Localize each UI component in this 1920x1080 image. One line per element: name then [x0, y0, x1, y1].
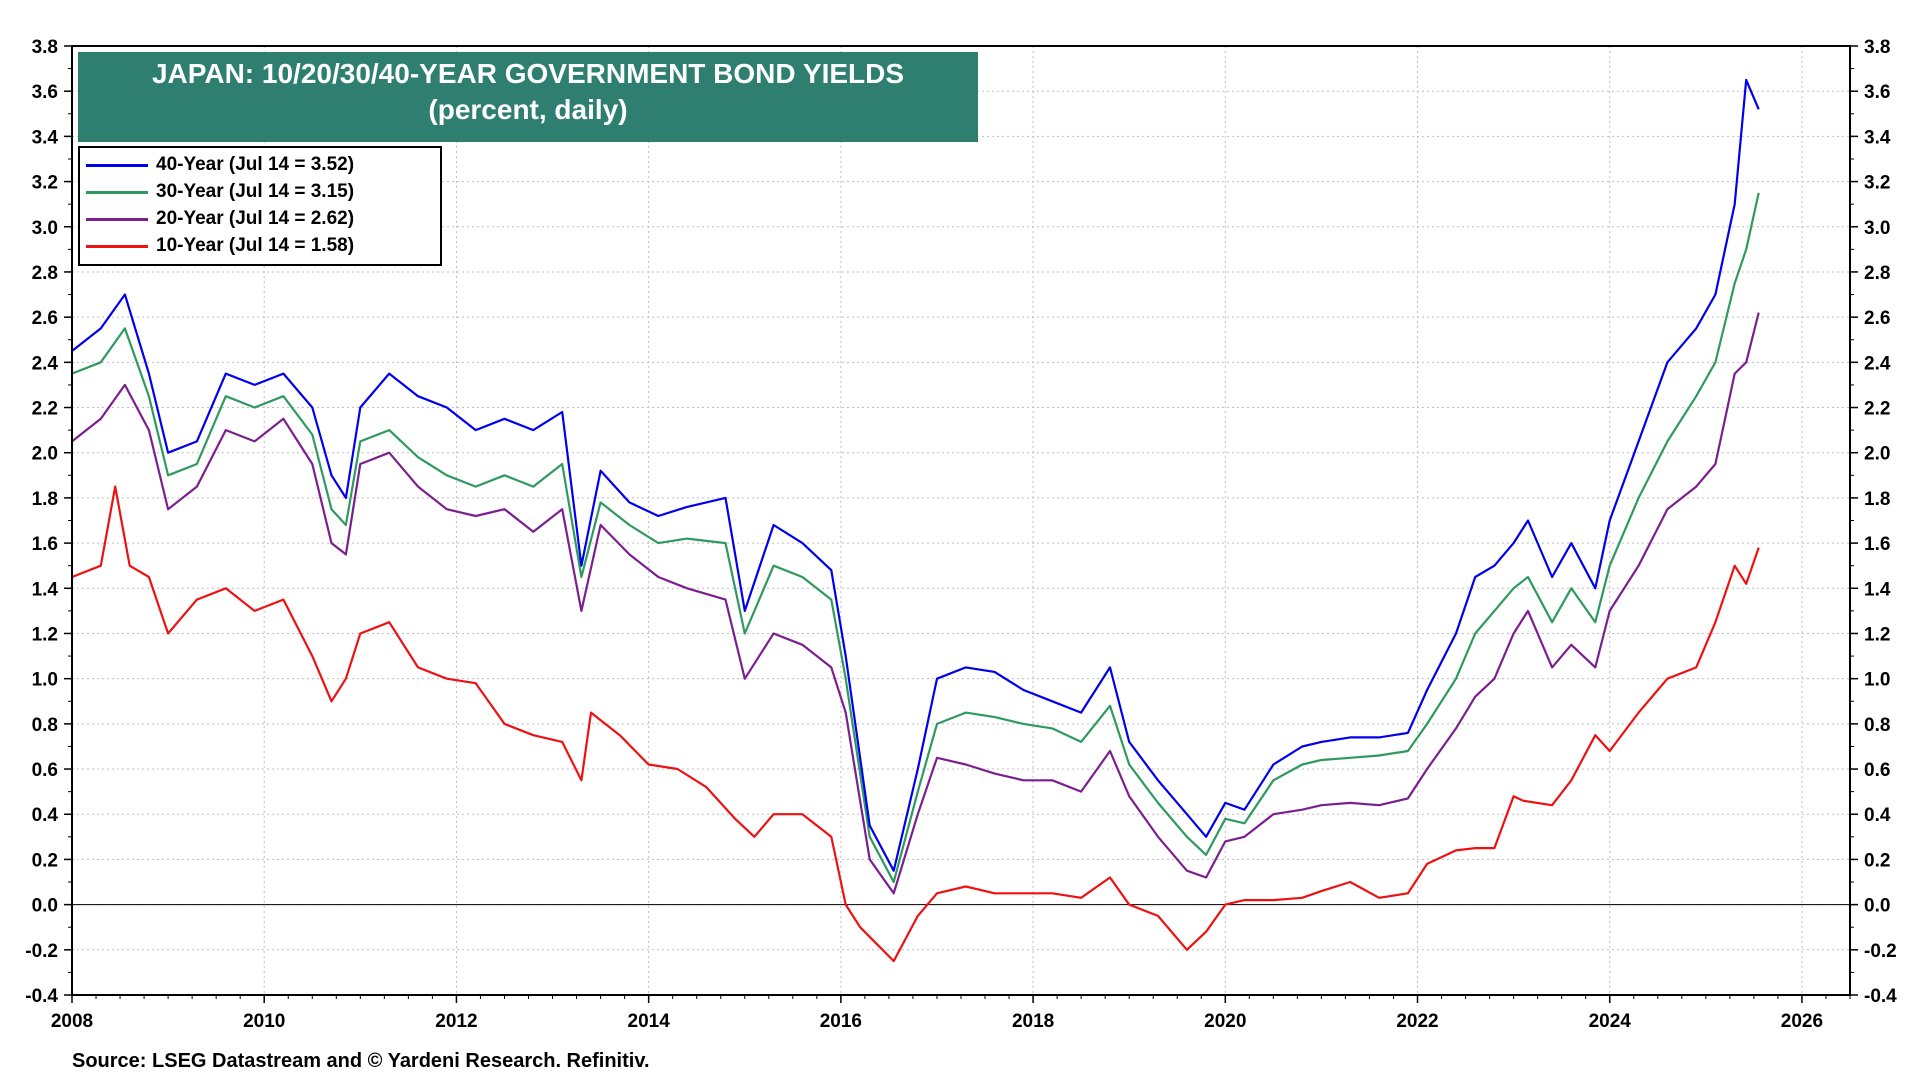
y-tick-label-left: 2.6	[32, 308, 58, 329]
x-tick-label: 2026	[1781, 1011, 1823, 1032]
y-tick-label-left: 0.6	[32, 760, 58, 781]
chart-subtitle: (percent, daily)	[428, 94, 628, 125]
y-tick-label-right: 2.8	[1864, 263, 1890, 284]
y-tick-label-left: 3.6	[32, 82, 58, 103]
y-tick-label-right: 0.8	[1864, 715, 1890, 736]
y-tick-label-left: -0.2	[25, 941, 58, 962]
grid	[72, 46, 1850, 995]
y-tick-label-right: 2.2	[1864, 399, 1890, 420]
y-tick-label-right: 0.0	[1864, 896, 1890, 917]
legend-label-40y: 40-Year (Jul 14 = 3.52)	[156, 154, 355, 175]
y-tick-label-left: 1.8	[32, 489, 58, 510]
plot-frame	[71, 45, 1851, 996]
y-tick-label-right: 3.6	[1864, 82, 1890, 103]
series-line-1	[71, 192, 1760, 884]
y-tick-label-left: 3.2	[32, 173, 58, 194]
x-tick-label: 2022	[1396, 1011, 1438, 1032]
legend-item-20y: 20-Year (Jul 14 = 2.62)	[86, 206, 354, 232]
y-tick-label-right: 1.0	[1864, 670, 1890, 691]
legend-label-30y: 30-Year (Jul 14 = 3.15)	[156, 181, 355, 202]
legend-label-20y: 20-Year (Jul 14 = 2.62)	[156, 208, 355, 229]
legend-label-10y: 10-Year (Jul 14 = 1.58)	[156, 235, 355, 256]
y-tick-label-left: 0.0	[32, 896, 58, 917]
legend-swatch-40y	[86, 163, 148, 167]
y-tick-label-right: 3.2	[1864, 173, 1890, 194]
legend: 40-Year (Jul 14 = 3.52) 30-Year (Jul 14 …	[78, 146, 442, 266]
legend-swatch-10y	[86, 244, 148, 248]
x-tick-label: 2012	[435, 1011, 477, 1032]
y-tick-label-right: 3.8	[1864, 37, 1890, 58]
y-tick-label-left: 2.0	[32, 444, 58, 465]
y-tick-label-right: 1.4	[1864, 579, 1891, 600]
y-tick-label-left: 3.0	[32, 218, 58, 239]
x-tick-label: 2010	[243, 1011, 285, 1032]
y-tick-label-right: 0.4	[1864, 805, 1891, 826]
y-tick-label-left: 3.8	[32, 37, 58, 58]
chart-title-box: JAPAN: 10/20/30/40-YEAR GOVERNMENT BOND …	[78, 52, 978, 142]
chart-title: JAPAN: 10/20/30/40-YEAR GOVERNMENT BOND …	[151, 58, 905, 89]
x-tick-label: 2016	[820, 1011, 862, 1032]
series-line-2	[71, 312, 1760, 895]
y-tick-label-right: 3.4	[1864, 127, 1891, 148]
series-line-3	[71, 485, 1760, 963]
y-tick-label-right: -0.2	[1864, 941, 1897, 962]
x-tick-label: 2008	[51, 1011, 93, 1032]
y-tick-label-left: 2.8	[32, 263, 58, 284]
y-tick-label-right: 0.2	[1864, 850, 1890, 871]
y-tick-label-left: 1.0	[32, 670, 58, 691]
y-tick-label-right: 1.6	[1864, 534, 1890, 555]
source-note: Source: LSEG Datastream and © Yardeni Re…	[72, 1050, 650, 1072]
legend-item-10y: 10-Year (Jul 14 = 1.58)	[86, 233, 354, 259]
y-tick-label-left: 3.4	[32, 127, 59, 148]
legend-swatch-20y	[86, 217, 148, 221]
legend-item-30y: 30-Year (Jul 14 = 3.15)	[86, 179, 354, 205]
y-tick-label-right: 2.4	[1864, 353, 1891, 374]
x-tick-label: 2020	[1204, 1011, 1246, 1032]
y-tick-label-right: 1.2	[1864, 624, 1890, 645]
y-tick-label-left: 2.2	[32, 399, 58, 420]
y-tick-label-right: 0.6	[1864, 760, 1890, 781]
series-line-0	[71, 78, 1760, 872]
y-tick-label-right: -0.4	[1864, 986, 1897, 1007]
y-tick-label-right: 2.6	[1864, 308, 1890, 329]
x-tick-label: 2018	[1012, 1011, 1054, 1032]
y-tick-label-left: -0.4	[25, 986, 58, 1007]
x-tick-label: 2014	[628, 1011, 671, 1032]
y-tick-label-left: 0.2	[32, 850, 58, 871]
y-tick-label-left: 1.2	[32, 624, 58, 645]
y-tick-label-left: 0.4	[32, 805, 59, 826]
legend-item-40y: 40-Year (Jul 14 = 3.52)	[86, 152, 354, 178]
y-tick-label-right: 3.0	[1864, 218, 1890, 239]
series-lines	[71, 78, 1760, 963]
y-tick-label-right: 1.8	[1864, 489, 1890, 510]
y-tick-label-left: 2.4	[32, 353, 59, 374]
legend-swatch-30y	[86, 190, 148, 194]
y-tick-label-right: 2.0	[1864, 444, 1890, 465]
y-tick-label-left: 0.8	[32, 715, 58, 736]
y-tick-label-left: 1.4	[32, 579, 59, 600]
x-tick-label: 2024	[1589, 1011, 1632, 1032]
y-tick-label-left: 1.6	[32, 534, 58, 555]
